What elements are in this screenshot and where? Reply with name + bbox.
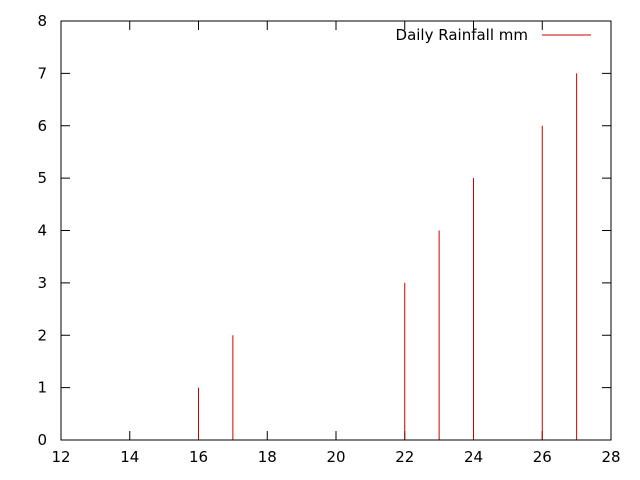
x-tick-label: 12 [51, 448, 70, 466]
x-tick-label: 20 [326, 448, 345, 466]
legend-label: Daily Rainfall mm [396, 26, 528, 44]
y-tick-label: 1 [37, 379, 47, 397]
y-tick-label: 3 [37, 274, 47, 292]
x-tick-label: 18 [258, 448, 277, 466]
x-tick-label: 26 [533, 448, 552, 466]
legend: Daily Rainfall mm [396, 26, 591, 44]
axis-ticks [60, 20, 612, 441]
x-tick-label: 28 [601, 448, 620, 466]
y-tick-label: 8 [37, 12, 47, 30]
y-tick-label: 0 [37, 431, 47, 449]
x-tick-label: 22 [395, 448, 414, 466]
plot-frame [60, 20, 612, 441]
y-tick-label: 7 [37, 64, 47, 82]
y-tick-label: 2 [37, 326, 47, 344]
y-tick-label: 4 [37, 222, 47, 240]
y-tick-label: 5 [37, 169, 47, 187]
x-tick-label: 24 [464, 448, 483, 466]
y-tick-label: 6 [37, 117, 47, 135]
impulse-marks [198, 73, 578, 440]
x-tick-label: 14 [120, 448, 139, 466]
x-tick-label: 16 [189, 448, 208, 466]
